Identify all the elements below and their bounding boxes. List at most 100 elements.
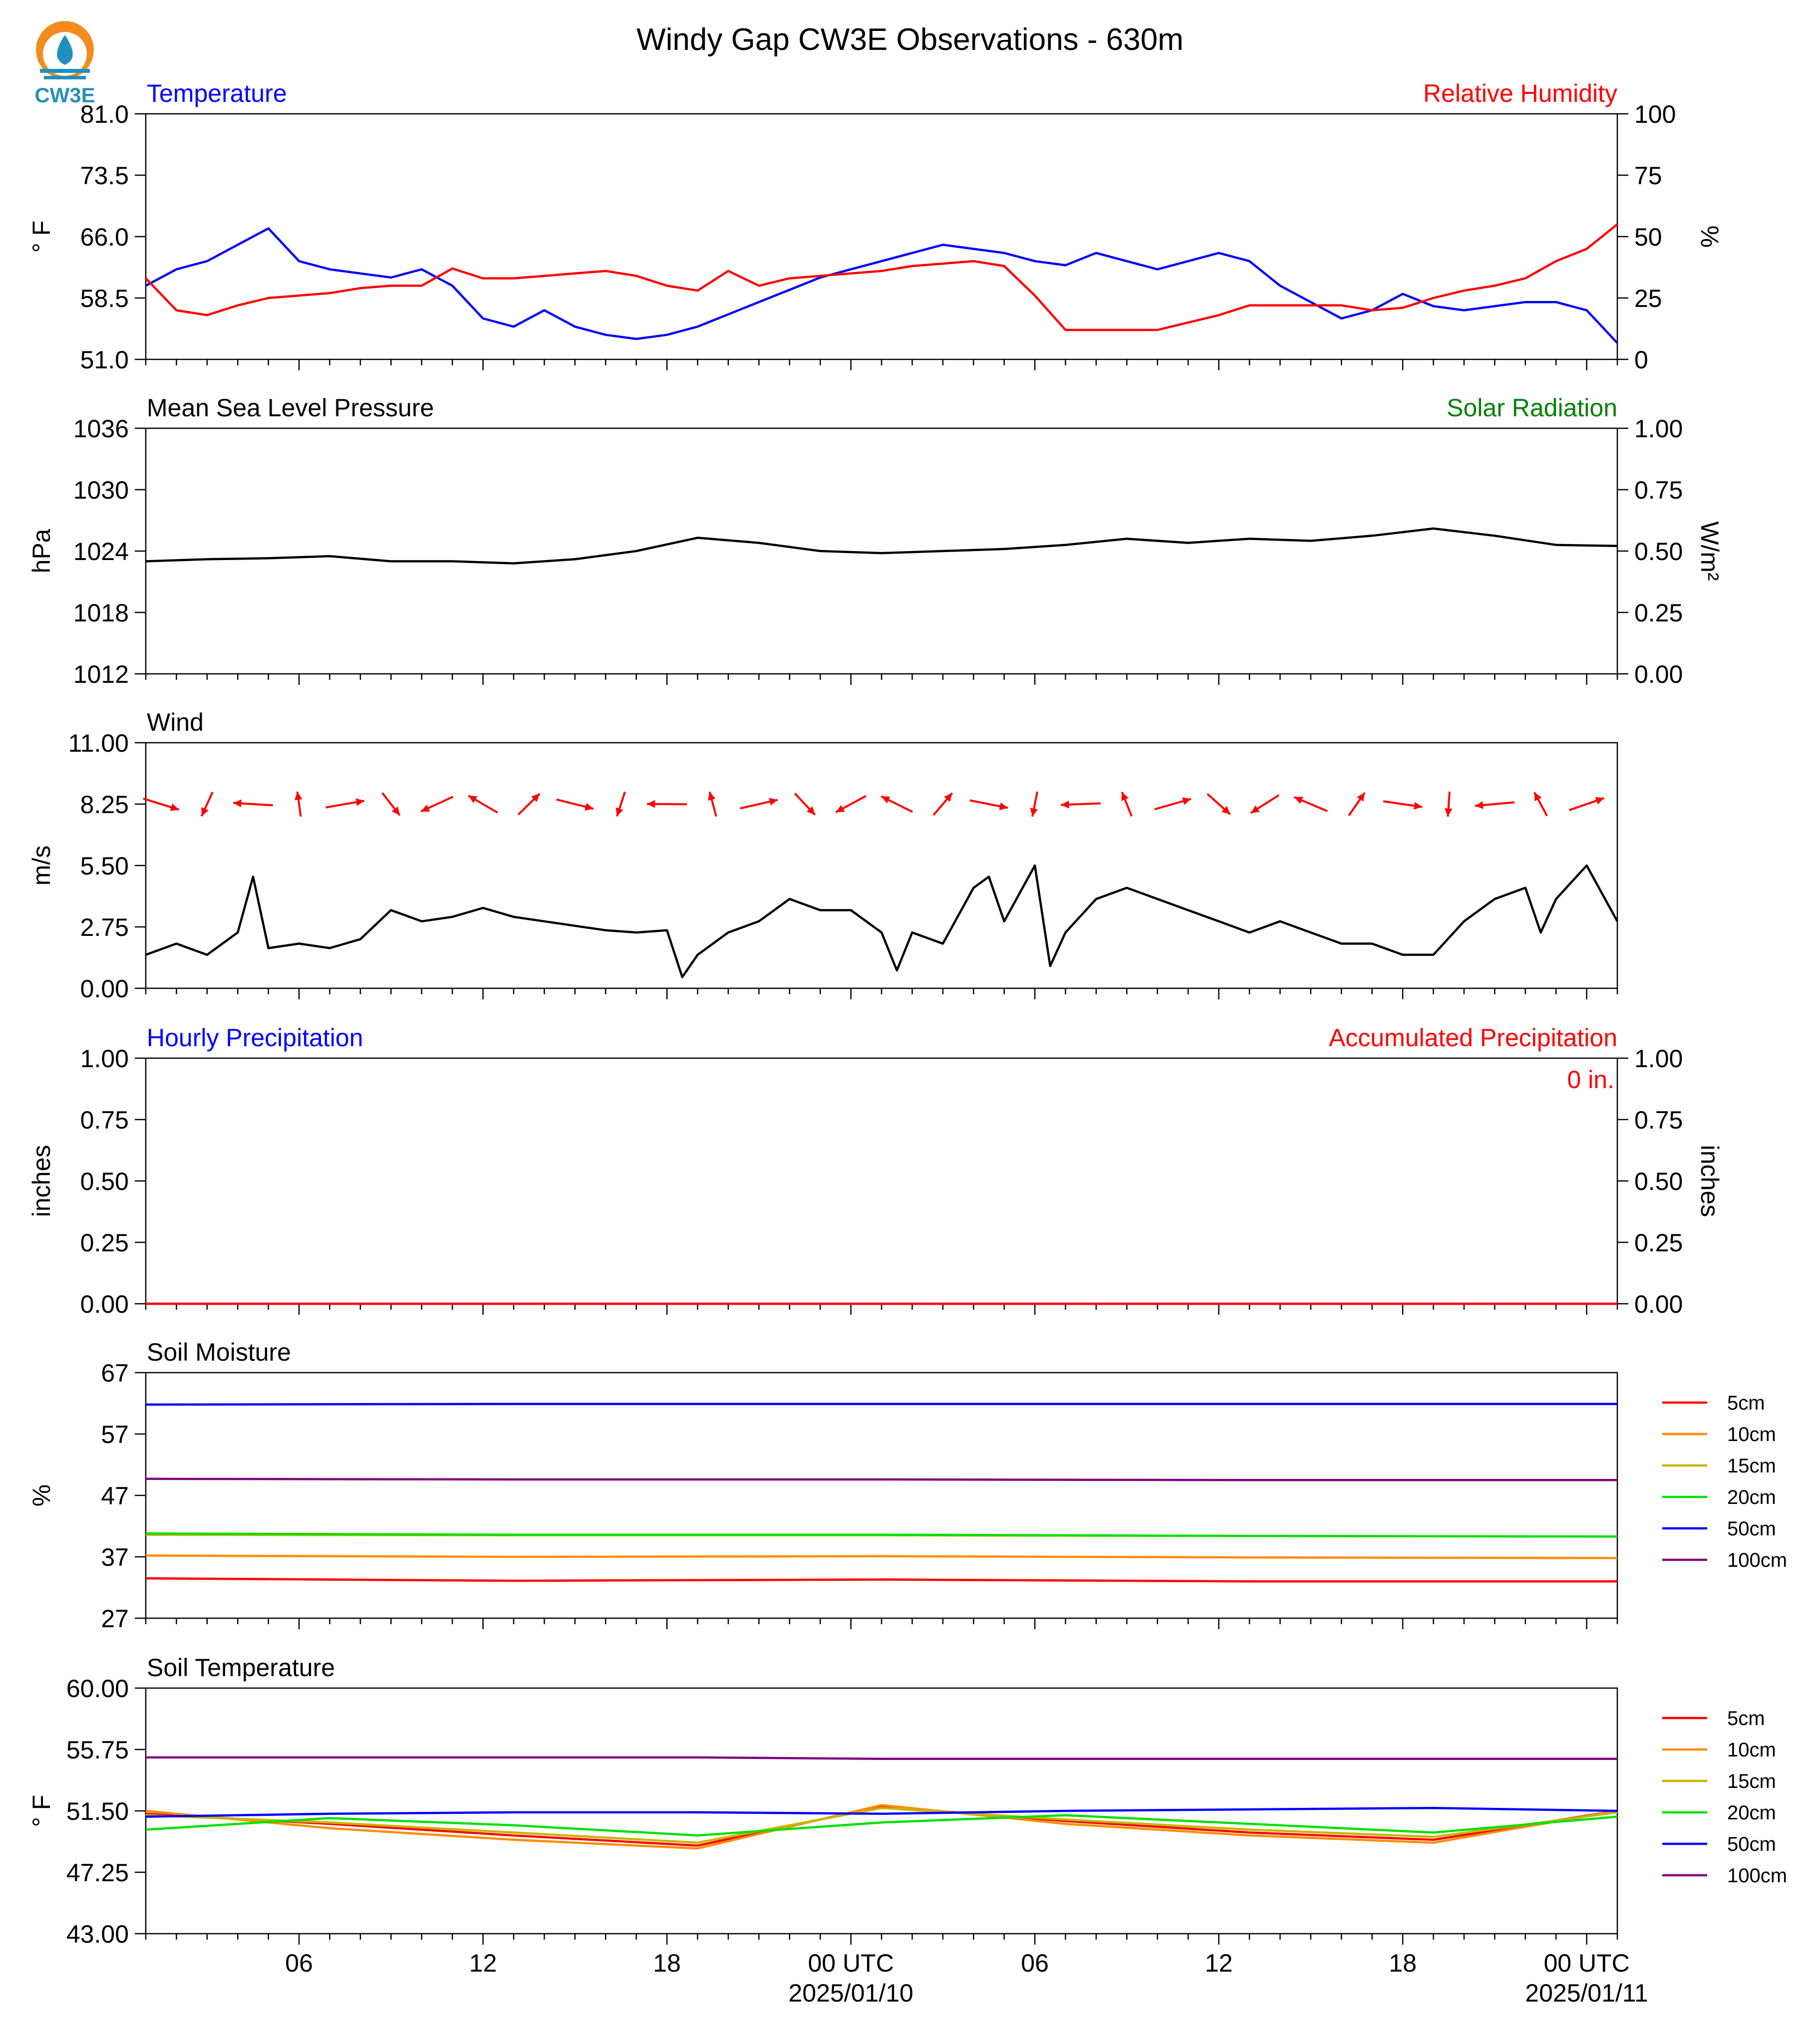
y-axis-label: ° F	[27, 1795, 55, 1827]
wind-arrowhead	[355, 798, 364, 806]
wind-arrowhead	[708, 792, 716, 801]
panel-left-title: Mean Sea Level Pressure	[147, 394, 434, 422]
y-tick-label: 1012	[73, 660, 129, 688]
y-tick-label: 5.50	[80, 852, 129, 880]
y-tick-label: 1024	[73, 538, 129, 566]
wind-arrowhead	[881, 796, 891, 804]
wind-arrowhead	[531, 793, 540, 802]
x-tick-label: 12	[1205, 1949, 1233, 1977]
cw3e-logo: CW3E	[25, 15, 105, 107]
legend-label: 100cm	[1727, 1865, 1787, 1887]
panel-wind	[135, 742, 1618, 999]
y2-tick-label: 0.00	[1634, 660, 1683, 688]
wind-arrowhead	[944, 793, 952, 802]
panel-soil_moisture	[135, 1372, 1707, 1629]
y2-tick-label: 75	[1634, 162, 1662, 190]
wind-arrowhead	[233, 799, 242, 808]
y2-tick-label: 50	[1634, 223, 1662, 251]
wind-arrowhead	[1294, 797, 1303, 804]
y2-axis-label: W/m²	[1696, 521, 1724, 580]
wind-arrowhead	[1357, 793, 1365, 802]
x-tick-label: 00 UTC	[1543, 1949, 1629, 1977]
y-tick-label: 0.50	[80, 1167, 129, 1195]
y-tick-label: 2.75	[80, 913, 129, 941]
panel-left-title: Temperature	[147, 79, 287, 107]
series-line-10cm	[145, 1804, 1618, 1850]
y-axis-label: hPa	[27, 529, 55, 573]
y-tick-label: 11.00	[68, 729, 129, 757]
y-tick-label: 66.0	[80, 223, 129, 251]
date-label: 2025/01/11	[1525, 1979, 1648, 2007]
y-tick-label: 51.50	[66, 1797, 129, 1825]
series-line-mean-sea-level-pressure	[145, 527, 1618, 565]
y2-tick-label: 0.75	[1634, 476, 1683, 504]
y2-axis-label: inches	[1696, 1145, 1724, 1217]
x-tick-label: 06	[285, 1949, 313, 1977]
legend-label: 100cm	[1727, 1549, 1787, 1571]
y-axis-label: %	[27, 1484, 55, 1506]
wind-arrowhead	[647, 800, 655, 808]
wind-arrowhead	[1182, 797, 1191, 805]
series-line-5cm	[145, 1805, 1618, 1847]
accumulated-total-label: 0 in.	[1567, 1066, 1614, 1094]
legend-label: 50cm	[1727, 1518, 1776, 1540]
wind-arrowhead	[391, 806, 400, 816]
wind-arrowhead	[170, 803, 179, 811]
series-line-20cm	[145, 1532, 1618, 1538]
y-tick-label: 1.00	[80, 1045, 129, 1073]
y-tick-label: 47	[101, 1482, 129, 1510]
panel-soil_temperature	[135, 1687, 1707, 1945]
series-line-relative-humidity	[145, 223, 1618, 331]
panel-right-title: Relative Humidity	[1423, 79, 1617, 107]
wind-arrowhead	[836, 805, 845, 813]
x-tick-label: 06	[1021, 1949, 1049, 1977]
wind-arrowhead	[1595, 797, 1604, 805]
wind-arrowhead	[468, 795, 478, 803]
legend-label: 20cm	[1727, 1486, 1776, 1508]
y-tick-label: 57	[101, 1421, 129, 1449]
y2-tick-label: 1.00	[1634, 415, 1683, 443]
legend-label: 10cm	[1727, 1424, 1776, 1446]
y2-tick-label: 1.00	[1634, 1045, 1683, 1073]
legend-label: 15cm	[1727, 1770, 1776, 1792]
wind-arrowhead	[1475, 801, 1484, 809]
y2-tick-label: 0.50	[1634, 1167, 1683, 1195]
y2-axis-label: %	[1696, 226, 1724, 248]
y-tick-label: 67	[101, 1359, 129, 1387]
wind-arrowhead	[1121, 792, 1129, 801]
y-axis-label: ° F	[27, 221, 55, 253]
wind-arrowhead	[421, 804, 430, 812]
y-tick-label: 1018	[73, 599, 129, 627]
y-tick-label: 27	[101, 1605, 129, 1633]
x-tick-label: 00 UTC	[808, 1949, 894, 1977]
y-tick-label: 8.25	[80, 791, 129, 819]
y-tick-label: 1036	[73, 415, 129, 443]
y-tick-label: 43.00	[66, 1920, 129, 1948]
x-tick-label: 18	[1389, 1949, 1417, 1977]
wind-arrowhead	[1534, 792, 1542, 802]
y2-tick-label: 0.25	[1634, 599, 1683, 627]
panel-left-title: Soil Temperature	[147, 1654, 335, 1682]
panel-temp_rh	[135, 113, 1628, 370]
legend-label: 5cm	[1727, 1708, 1765, 1730]
y-tick-label: 0.00	[80, 1290, 129, 1318]
y-tick-label: 51.0	[80, 346, 129, 374]
y-tick-label: 0.00	[80, 975, 129, 1003]
panel-right-title: Accumulated Precipitation	[1329, 1024, 1617, 1052]
y2-tick-label: 0.75	[1634, 1106, 1683, 1134]
panel-left-title: Soil Moisture	[147, 1338, 291, 1366]
panel-left-title: Wind	[147, 708, 204, 736]
y-tick-label: 58.5	[80, 285, 129, 312]
wind-arrowhead	[585, 803, 594, 811]
series-line-temperature	[145, 227, 1618, 344]
plot-frame	[145, 427, 1618, 675]
y-tick-label: 0.25	[80, 1229, 129, 1257]
date-label: 2025/01/10	[788, 1979, 913, 2007]
wind-arrowhead	[999, 802, 1008, 811]
panel-precip	[135, 1057, 1628, 1315]
logo-drop-icon	[57, 35, 73, 65]
panel-left-title: Hourly Precipitation	[147, 1024, 363, 1052]
x-tick-label: 18	[653, 1949, 681, 1977]
y2-tick-label: 0.00	[1634, 1290, 1683, 1318]
